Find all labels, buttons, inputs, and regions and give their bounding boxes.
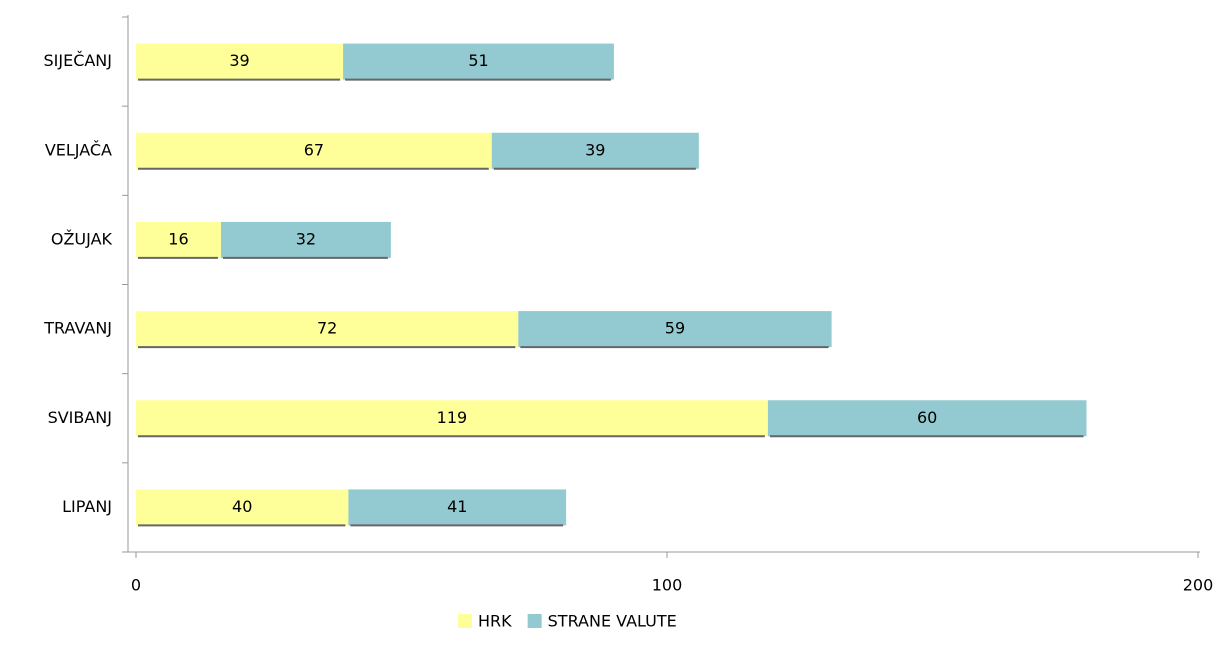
data-label: 32 [296, 229, 316, 248]
legend-swatch [527, 614, 542, 628]
bar-segment [136, 43, 344, 80]
data-label: 51 [468, 51, 488, 70]
bar-segment [767, 400, 1087, 437]
y-tick-label: LIPANJ [62, 497, 112, 516]
data-label: 40 [232, 497, 252, 516]
bar-segment [220, 221, 391, 258]
bar-segment [136, 400, 768, 437]
x-tick-label: 100 [652, 576, 683, 595]
bar-segment [491, 132, 699, 169]
legend-swatch [458, 614, 472, 628]
data-label: 16 [168, 229, 188, 248]
data-label: 119 [437, 408, 468, 427]
y-tick-label: VELJAČA [45, 140, 112, 159]
bar-segment [136, 221, 221, 258]
data-label: 59 [665, 319, 685, 338]
data-label: 39 [585, 140, 605, 159]
bar-segment [348, 489, 567, 526]
bar-segment [518, 311, 832, 348]
y-tick-label: OŽUJAK [51, 229, 113, 248]
bar-segment [136, 311, 519, 348]
data-label: 39 [229, 51, 249, 70]
legend-label: STRANE VALUTE [548, 612, 677, 631]
bar-segment [343, 43, 614, 80]
data-label: 67 [304, 140, 324, 159]
x-tick-label: 200 [1183, 576, 1214, 595]
data-label: 41 [447, 497, 467, 516]
y-tick-label: SVIBANJ [48, 408, 112, 427]
legend-label: HRK [478, 612, 512, 631]
data-label: 60 [917, 408, 937, 427]
bar-segment [136, 489, 349, 526]
bar-segment [136, 132, 492, 169]
y-tick-label: SIJEČANJ [43, 51, 112, 70]
x-tick-label: 0 [131, 576, 141, 595]
data-label: 72 [317, 319, 337, 338]
y-tick-label: TRAVANJ [43, 319, 112, 338]
